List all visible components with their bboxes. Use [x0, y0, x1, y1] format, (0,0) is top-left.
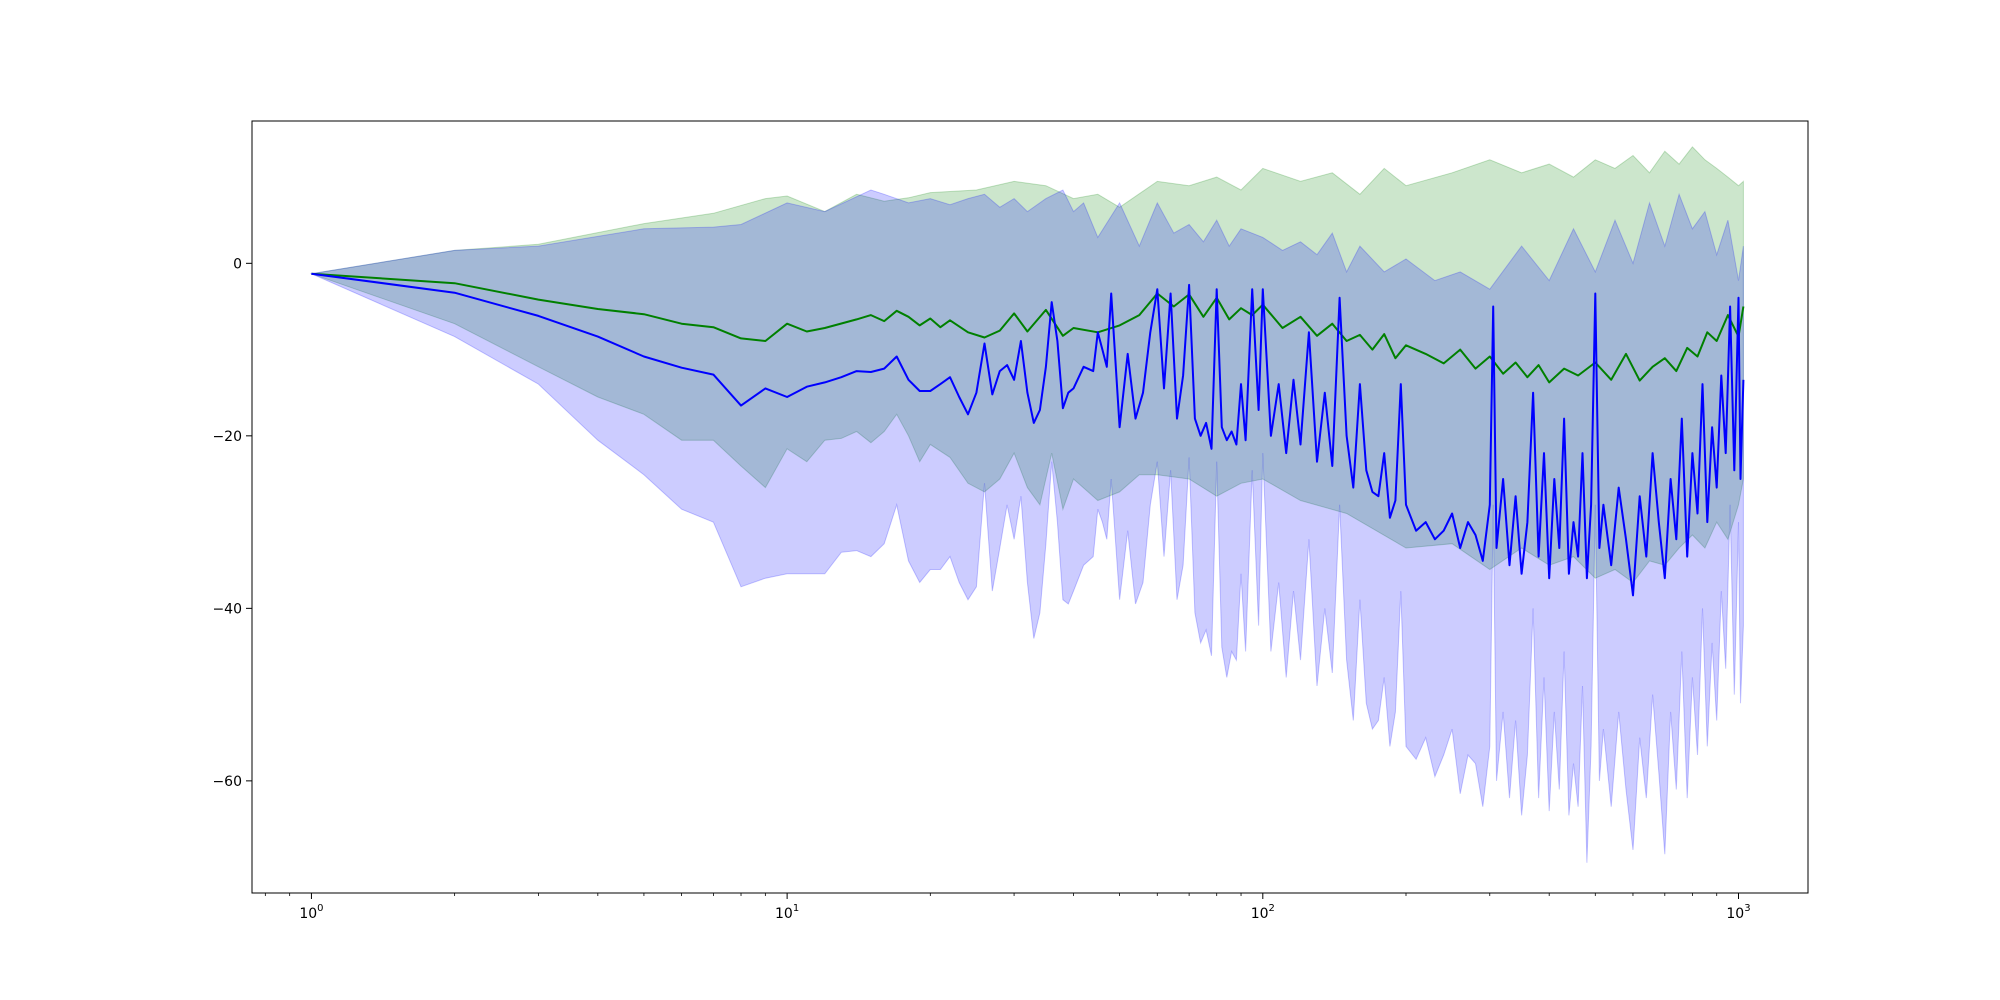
x-tick-label: 102 [1251, 903, 1275, 922]
y-tick-label: −40 [212, 601, 242, 617]
x-tick-label: 103 [1726, 903, 1750, 922]
series-line-1 [311, 272, 1745, 597]
band-1 [309, 189, 1744, 863]
series-lines [311, 272, 1745, 597]
series-line-0 [311, 272, 1745, 384]
x-tick-label: 101 [775, 903, 799, 922]
y-axis: 0 −20 −40 −60 [212, 256, 252, 790]
y-tick-label: −60 [212, 774, 242, 790]
x-axis: 100 101 102 103 [264, 893, 1751, 922]
plot-frame [251, 120, 1809, 894]
y-tick-label: −20 [212, 429, 242, 445]
y-tick-label: 0 [233, 256, 242, 272]
x-tick-label: 100 [299, 903, 323, 922]
